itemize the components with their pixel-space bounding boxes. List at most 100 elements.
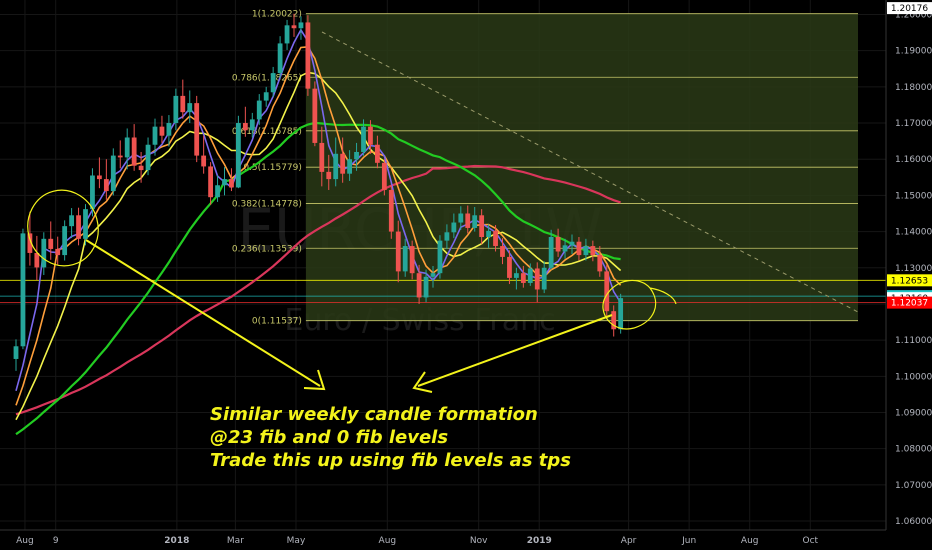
y-tick-label: 1.13000: [895, 264, 932, 274]
candle-body: [83, 209, 88, 239]
candle-body: [368, 126, 373, 145]
y-tick-label: 1.11000: [895, 336, 932, 346]
candle-body: [520, 273, 526, 283]
y-tick-label: 1.18000: [895, 83, 932, 93]
candle-body: [479, 215, 485, 238]
candle-body: [555, 237, 561, 252]
candle-body: [263, 92, 269, 101]
candle-body: [103, 179, 109, 192]
candle-body: [381, 162, 387, 190]
candle-body: [541, 267, 547, 290]
candle-body: [27, 233, 33, 253]
x-tick-label: May: [287, 536, 306, 546]
candle-body: [388, 189, 394, 232]
x-tick-label: 2018: [164, 536, 189, 546]
x-tick-label: 2019: [527, 536, 552, 546]
candle-body: [590, 246, 596, 256]
candle-body: [48, 238, 54, 249]
candle-body: [604, 271, 610, 312]
candle-body: [534, 268, 540, 290]
fib-level-label: 0.5(1.15779): [243, 163, 302, 173]
candle-body: [548, 237, 554, 268]
price-tag: [887, 296, 932, 309]
candle-body: [305, 22, 311, 89]
candle-body: [270, 73, 276, 93]
candle-body: [597, 255, 603, 272]
candle-body: [97, 175, 102, 180]
candle-body: [562, 245, 568, 252]
candle-body: [618, 298, 624, 330]
time-axis[interactable]: Aug 9 2018 Mar May Aug Nov 2019 Apr Jun Aug Oct: [0, 529, 886, 546]
ma-yellow-line: [15, 71, 622, 421]
candle-body: [500, 246, 505, 257]
candle-body: [62, 226, 68, 256]
candle-body: [173, 95, 179, 124]
fib-level-label: 0(1.11537): [252, 317, 302, 327]
x-tick-label: Nov: [470, 536, 488, 546]
candle-body: [242, 123, 248, 131]
annotation-line-1[interactable]: Similar weekly candle formation: [210, 404, 538, 425]
candle-body: [514, 273, 519, 278]
candle-body: [486, 230, 491, 238]
arrow-line-right[interactable]: [417, 314, 613, 387]
candle-body: [340, 153, 346, 174]
fib-level-label: 0.618(1.16785): [232, 127, 302, 137]
ma-red-line: [15, 164, 621, 416]
arrow-head-left[interactable]: [303, 369, 326, 391]
y-tick-label: 1.14000: [895, 228, 932, 238]
x-tick-label: 9: [53, 536, 59, 546]
candle-body: [527, 268, 533, 283]
candle-body: [131, 137, 137, 166]
user-drawings[interactable]: Similar weekly candle formation @23 fib …: [19, 31, 859, 471]
candle-body: [569, 241, 575, 246]
candle-body: [55, 248, 61, 256]
annotation-line-2[interactable]: @23 fib and 0 fib levels: [210, 427, 448, 448]
candle-body: [201, 155, 207, 167]
y-tick-label: 1.15000: [895, 191, 932, 201]
highlight-circle-right[interactable]: [602, 279, 677, 330]
x-tick-label: Aug: [16, 536, 34, 546]
candle-body: [409, 246, 415, 274]
price-tag: [887, 274, 932, 287]
candle-body: [194, 103, 200, 156]
candle-body: [249, 119, 255, 131]
candle-body: [333, 153, 339, 180]
candle-body: [423, 276, 429, 298]
y-tick-label: 1.16000: [895, 155, 932, 165]
arrow-line-left[interactable]: [85, 239, 321, 387]
price-tag-label: 1.12037: [891, 299, 928, 309]
candle-body: [347, 159, 352, 174]
price-tag: [887, 2, 932, 15]
candle-body: [117, 155, 123, 158]
y-tick-label: 1.09000: [895, 409, 932, 419]
y-tick-label: 1.17000: [895, 119, 932, 129]
highlight-circle-left[interactable]: [19, 182, 106, 274]
annotation-line-3[interactable]: Trade this up using fib levels as tps: [210, 450, 571, 471]
x-tick-label: Apr: [621, 536, 637, 546]
candle-body: [451, 222, 457, 233]
x-tick-label: Aug: [379, 536, 397, 546]
candle-body: [312, 88, 318, 143]
candle-body: [13, 346, 19, 359]
fib-level-label: 0.382(1.14778): [232, 199, 302, 209]
candle-body: [361, 126, 366, 152]
y-tick-label: 1.20000: [895, 10, 932, 20]
candle-body: [395, 231, 401, 272]
candle-body: [90, 175, 95, 210]
candle-body: [430, 273, 436, 277]
candle-body: [583, 246, 589, 256]
arrow-head-right[interactable]: [412, 371, 433, 393]
candle-body: [145, 144, 151, 171]
candle-body: [138, 165, 144, 171]
price-tag-label: 1.12653: [891, 276, 928, 286]
candle-body: [402, 246, 408, 272]
candle-body: [229, 179, 234, 188]
ma-orange-line: [15, 46, 622, 406]
moving-averages: [15, 28, 622, 436]
ma-purple-line: [15, 28, 622, 392]
candle-body: [458, 213, 464, 223]
x-tick-label: Oct: [803, 536, 819, 546]
fib-level-label: 0.236(1.13539): [232, 244, 302, 254]
candle-body: [110, 155, 116, 192]
